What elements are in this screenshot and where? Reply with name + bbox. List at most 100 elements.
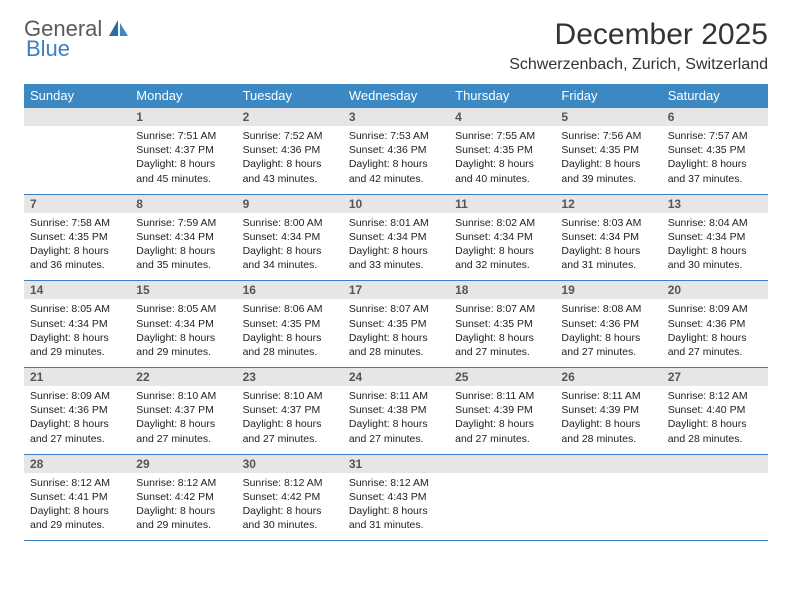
day-cell: 20Sunrise: 8:09 AMSunset: 4:36 PMDayligh… — [662, 281, 768, 368]
day-details: Sunrise: 8:11 AMSunset: 4:38 PMDaylight:… — [343, 386, 449, 454]
day-number: 27 — [662, 368, 768, 386]
day-cell: 8Sunrise: 7:59 AMSunset: 4:34 PMDaylight… — [130, 194, 236, 281]
calendar-page: General Blue December 2025 Schwerzenbach… — [0, 0, 792, 559]
sunrise-text: Sunrise: 7:56 AM — [561, 129, 655, 143]
day-number — [555, 455, 661, 473]
daylight-text: Daylight: 8 hours and 35 minutes. — [136, 244, 230, 272]
day-cell: 1Sunrise: 7:51 AMSunset: 4:37 PMDaylight… — [130, 108, 236, 195]
header: General Blue December 2025 Schwerzenbach… — [24, 18, 768, 74]
sunrise-text: Sunrise: 8:02 AM — [455, 216, 549, 230]
sunrise-text: Sunrise: 8:10 AM — [136, 389, 230, 403]
week-row: 1Sunrise: 7:51 AMSunset: 4:37 PMDaylight… — [24, 108, 768, 195]
sunset-text: Sunset: 4:37 PM — [136, 143, 230, 157]
sunset-text: Sunset: 4:35 PM — [455, 143, 549, 157]
day-number: 3 — [343, 108, 449, 126]
sunset-text: Sunset: 4:37 PM — [243, 403, 337, 417]
title-block: December 2025 Schwerzenbach, Zurich, Swi… — [509, 18, 768, 74]
sunset-text: Sunset: 4:37 PM — [136, 403, 230, 417]
day-details: Sunrise: 8:10 AMSunset: 4:37 PMDaylight:… — [237, 386, 343, 454]
day-cell: 28Sunrise: 8:12 AMSunset: 4:41 PMDayligh… — [24, 454, 130, 541]
week-row: 28Sunrise: 8:12 AMSunset: 4:41 PMDayligh… — [24, 454, 768, 541]
daylight-text: Daylight: 8 hours and 36 minutes. — [30, 244, 124, 272]
day-cell — [449, 454, 555, 541]
daylight-text: Daylight: 8 hours and 27 minutes. — [668, 331, 762, 359]
day-cell: 22Sunrise: 8:10 AMSunset: 4:37 PMDayligh… — [130, 368, 236, 455]
sunset-text: Sunset: 4:34 PM — [243, 230, 337, 244]
sunset-text: Sunset: 4:42 PM — [136, 490, 230, 504]
daylight-text: Daylight: 8 hours and 43 minutes. — [243, 157, 337, 185]
day-cell: 14Sunrise: 8:05 AMSunset: 4:34 PMDayligh… — [24, 281, 130, 368]
day-details — [24, 126, 130, 186]
day-cell: 27Sunrise: 8:12 AMSunset: 4:40 PMDayligh… — [662, 368, 768, 455]
daylight-text: Daylight: 8 hours and 27 minutes. — [243, 417, 337, 445]
sunrise-text: Sunrise: 8:06 AM — [243, 302, 337, 316]
sunset-text: Sunset: 4:35 PM — [668, 143, 762, 157]
day-details — [555, 473, 661, 533]
sunrise-text: Sunrise: 8:09 AM — [668, 302, 762, 316]
daylight-text: Daylight: 8 hours and 33 minutes. — [349, 244, 443, 272]
daylight-text: Daylight: 8 hours and 29 minutes. — [136, 331, 230, 359]
day-details: Sunrise: 8:01 AMSunset: 4:34 PMDaylight:… — [343, 213, 449, 281]
sunrise-text: Sunrise: 8:11 AM — [455, 389, 549, 403]
daylight-text: Daylight: 8 hours and 29 minutes. — [30, 331, 124, 359]
day-cell: 9Sunrise: 8:00 AMSunset: 4:34 PMDaylight… — [237, 194, 343, 281]
day-cell: 7Sunrise: 7:58 AMSunset: 4:35 PMDaylight… — [24, 194, 130, 281]
sunset-text: Sunset: 4:35 PM — [455, 317, 549, 331]
sunset-text: Sunset: 4:38 PM — [349, 403, 443, 417]
sunset-text: Sunset: 4:36 PM — [561, 317, 655, 331]
day-number: 15 — [130, 281, 236, 299]
day-number: 18 — [449, 281, 555, 299]
sunrise-text: Sunrise: 8:04 AM — [668, 216, 762, 230]
sunset-text: Sunset: 4:35 PM — [243, 317, 337, 331]
sunset-text: Sunset: 4:35 PM — [30, 230, 124, 244]
dow-monday: Monday — [130, 84, 236, 108]
day-number: 6 — [662, 108, 768, 126]
sunset-text: Sunset: 4:34 PM — [455, 230, 549, 244]
day-details: Sunrise: 7:58 AMSunset: 4:35 PMDaylight:… — [24, 213, 130, 281]
sunrise-text: Sunrise: 8:07 AM — [349, 302, 443, 316]
day-details: Sunrise: 7:57 AMSunset: 4:35 PMDaylight:… — [662, 126, 768, 194]
sunrise-text: Sunrise: 7:59 AM — [136, 216, 230, 230]
daylight-text: Daylight: 8 hours and 42 minutes. — [349, 157, 443, 185]
dow-header-row: Sunday Monday Tuesday Wednesday Thursday… — [24, 84, 768, 108]
day-number: 17 — [343, 281, 449, 299]
day-cell: 30Sunrise: 8:12 AMSunset: 4:42 PMDayligh… — [237, 454, 343, 541]
day-number: 9 — [237, 195, 343, 213]
day-cell — [662, 454, 768, 541]
day-details: Sunrise: 8:12 AMSunset: 4:41 PMDaylight:… — [24, 473, 130, 541]
sunrise-text: Sunrise: 7:52 AM — [243, 129, 337, 143]
day-number: 5 — [555, 108, 661, 126]
sunset-text: Sunset: 4:34 PM — [561, 230, 655, 244]
daylight-text: Daylight: 8 hours and 29 minutes. — [136, 504, 230, 532]
day-number: 10 — [343, 195, 449, 213]
day-cell: 15Sunrise: 8:05 AMSunset: 4:34 PMDayligh… — [130, 281, 236, 368]
daylight-text: Daylight: 8 hours and 27 minutes. — [30, 417, 124, 445]
day-number: 4 — [449, 108, 555, 126]
sunrise-text: Sunrise: 8:11 AM — [349, 389, 443, 403]
day-number: 13 — [662, 195, 768, 213]
daylight-text: Daylight: 8 hours and 27 minutes. — [455, 417, 549, 445]
day-details: Sunrise: 8:12 AMSunset: 4:43 PMDaylight:… — [343, 473, 449, 541]
day-number: 2 — [237, 108, 343, 126]
day-cell — [24, 108, 130, 195]
day-details: Sunrise: 8:10 AMSunset: 4:37 PMDaylight:… — [130, 386, 236, 454]
sunset-text: Sunset: 4:34 PM — [349, 230, 443, 244]
dow-friday: Friday — [555, 84, 661, 108]
day-details: Sunrise: 8:06 AMSunset: 4:35 PMDaylight:… — [237, 299, 343, 367]
day-cell: 17Sunrise: 8:07 AMSunset: 4:35 PMDayligh… — [343, 281, 449, 368]
daylight-text: Daylight: 8 hours and 31 minutes. — [561, 244, 655, 272]
sunrise-text: Sunrise: 8:10 AM — [243, 389, 337, 403]
day-number — [24, 108, 130, 126]
day-number: 22 — [130, 368, 236, 386]
daylight-text: Daylight: 8 hours and 27 minutes. — [136, 417, 230, 445]
sunrise-text: Sunrise: 8:00 AM — [243, 216, 337, 230]
day-cell: 21Sunrise: 8:09 AMSunset: 4:36 PMDayligh… — [24, 368, 130, 455]
daylight-text: Daylight: 8 hours and 32 minutes. — [455, 244, 549, 272]
daylight-text: Daylight: 8 hours and 30 minutes. — [243, 504, 337, 532]
day-cell: 2Sunrise: 7:52 AMSunset: 4:36 PMDaylight… — [237, 108, 343, 195]
daylight-text: Daylight: 8 hours and 45 minutes. — [136, 157, 230, 185]
day-cell: 4Sunrise: 7:55 AMSunset: 4:35 PMDaylight… — [449, 108, 555, 195]
sunset-text: Sunset: 4:35 PM — [349, 317, 443, 331]
sunrise-text: Sunrise: 7:57 AM — [668, 129, 762, 143]
sunrise-text: Sunrise: 8:09 AM — [30, 389, 124, 403]
